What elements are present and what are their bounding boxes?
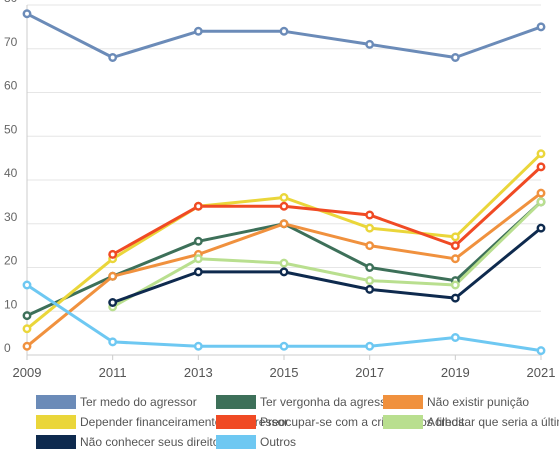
- data-point[interactable]: [536, 197, 546, 207]
- data-point[interactable]: [536, 346, 546, 356]
- legend[interactable]: Ter medo do agressor Ter vergonha da agre…: [36, 395, 559, 449]
- x-tick-label: 2011: [99, 365, 127, 380]
- y-tick-label: 80: [4, 0, 18, 5]
- data-point[interactable]: [365, 210, 375, 220]
- x-tick-label: 2009: [13, 365, 42, 380]
- data-point[interactable]: [450, 53, 460, 62]
- data-point[interactable]: [193, 201, 203, 211]
- series-lines: [25, 12, 543, 353]
- data-point[interactable]: [536, 162, 546, 172]
- data-point[interactable]: [365, 263, 375, 272]
- data-point[interactable]: [193, 254, 203, 264]
- legend-swatch: [216, 395, 256, 409]
- legend-item[interactable]: Ter vergonha da agressão: [216, 395, 400, 409]
- y-tick-label: 10: [4, 297, 18, 311]
- y-tick-label: 60: [4, 79, 18, 93]
- legend-item[interactable]: Ter medo do agressor: [36, 395, 197, 409]
- legend-label: Outros: [260, 435, 296, 449]
- data-point[interactable]: [279, 258, 289, 268]
- legend-swatch: [36, 435, 76, 449]
- legend-swatch: [216, 435, 256, 449]
- data-point[interactable]: [365, 284, 375, 294]
- data-point[interactable]: [22, 324, 32, 334]
- data-point[interactable]: [22, 280, 32, 290]
- data-point[interactable]: [22, 9, 32, 19]
- data-point[interactable]: [450, 293, 460, 303]
- legend-label: Depender financeiramente do agressor: [80, 415, 288, 429]
- y-tick-label: 40: [4, 166, 18, 180]
- data-point[interactable]: [365, 341, 375, 351]
- data-point[interactable]: [450, 254, 460, 264]
- y-tick-label: 20: [4, 254, 18, 268]
- x-axis: 2009 2011 2013 2015 2017 2019 2021: [13, 354, 556, 380]
- data-point[interactable]: [365, 276, 375, 286]
- y-tick-label: 70: [4, 35, 18, 49]
- legend-label: Ter medo do agressor: [80, 395, 197, 409]
- x-tick-label: 2017: [355, 365, 384, 380]
- data-point[interactable]: [536, 223, 546, 233]
- legend-item[interactable]: Não conhecer seus direitos: [36, 435, 225, 449]
- y-tick-label: 0: [4, 341, 11, 355]
- series-points: [22, 9, 546, 356]
- data-point[interactable]: [279, 341, 289, 351]
- data-point[interactable]: [193, 267, 203, 277]
- data-point[interactable]: [536, 149, 546, 159]
- data-point[interactable]: [279, 26, 289, 36]
- data-point[interactable]: [450, 232, 460, 242]
- x-tick-label: 2021: [527, 365, 556, 380]
- legend-item[interactable]: Não existir punição: [383, 395, 529, 409]
- legend-item[interactable]: Acreditar que seria a última vez: [383, 415, 559, 429]
- series-line: [111, 226, 543, 304]
- legend-label: Não conhecer seus direitos: [80, 435, 225, 449]
- legend-swatch: [383, 415, 423, 429]
- y-tick-label: 50: [4, 122, 18, 136]
- legend-swatch: [383, 395, 423, 409]
- data-point[interactable]: [279, 193, 289, 202]
- data-point[interactable]: [108, 271, 118, 281]
- y-axis: 0 10 20 30 40 50 60 70 80: [4, 0, 28, 355]
- data-point[interactable]: [108, 337, 118, 347]
- grid-lines: [27, 4, 541, 356]
- legend-swatch: [216, 415, 256, 429]
- legend-swatch: [36, 395, 76, 409]
- x-tick-label: 2015: [270, 365, 299, 380]
- series-line: [25, 283, 543, 353]
- data-point[interactable]: [365, 39, 375, 49]
- data-point[interactable]: [22, 341, 32, 351]
- data-point[interactable]: [365, 241, 375, 251]
- data-point[interactable]: [279, 201, 289, 211]
- legend-label: Ter vergonha da agressão: [260, 395, 400, 409]
- data-point[interactable]: [108, 53, 118, 62]
- data-point[interactable]: [193, 26, 203, 36]
- data-point[interactable]: [108, 249, 118, 259]
- y-tick-label: 30: [4, 210, 18, 224]
- data-point[interactable]: [450, 280, 460, 290]
- data-point[interactable]: [108, 298, 118, 307]
- x-tick-label: 2013: [184, 365, 213, 380]
- data-point[interactable]: [279, 219, 289, 229]
- data-point[interactable]: [450, 241, 460, 251]
- x-tick-label: 2019: [441, 365, 470, 380]
- data-point[interactable]: [536, 22, 546, 32]
- series-line: [111, 165, 543, 256]
- series-line: [111, 200, 543, 309]
- data-point[interactable]: [536, 188, 546, 198]
- legend-swatch: [36, 415, 76, 429]
- data-point[interactable]: [279, 267, 289, 277]
- data-point[interactable]: [365, 223, 375, 233]
- data-point[interactable]: [193, 236, 203, 246]
- data-point[interactable]: [193, 341, 203, 351]
- data-point[interactable]: [450, 333, 460, 342]
- legend-label: Acreditar que seria a última vez: [427, 415, 559, 429]
- legend-item[interactable]: Outros: [216, 435, 296, 449]
- data-point[interactable]: [22, 311, 32, 321]
- legend-label: Não existir punição: [427, 395, 529, 409]
